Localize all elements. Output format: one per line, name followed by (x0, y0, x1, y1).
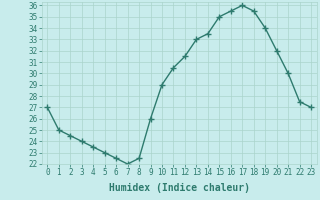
X-axis label: Humidex (Indice chaleur): Humidex (Indice chaleur) (109, 183, 250, 193)
